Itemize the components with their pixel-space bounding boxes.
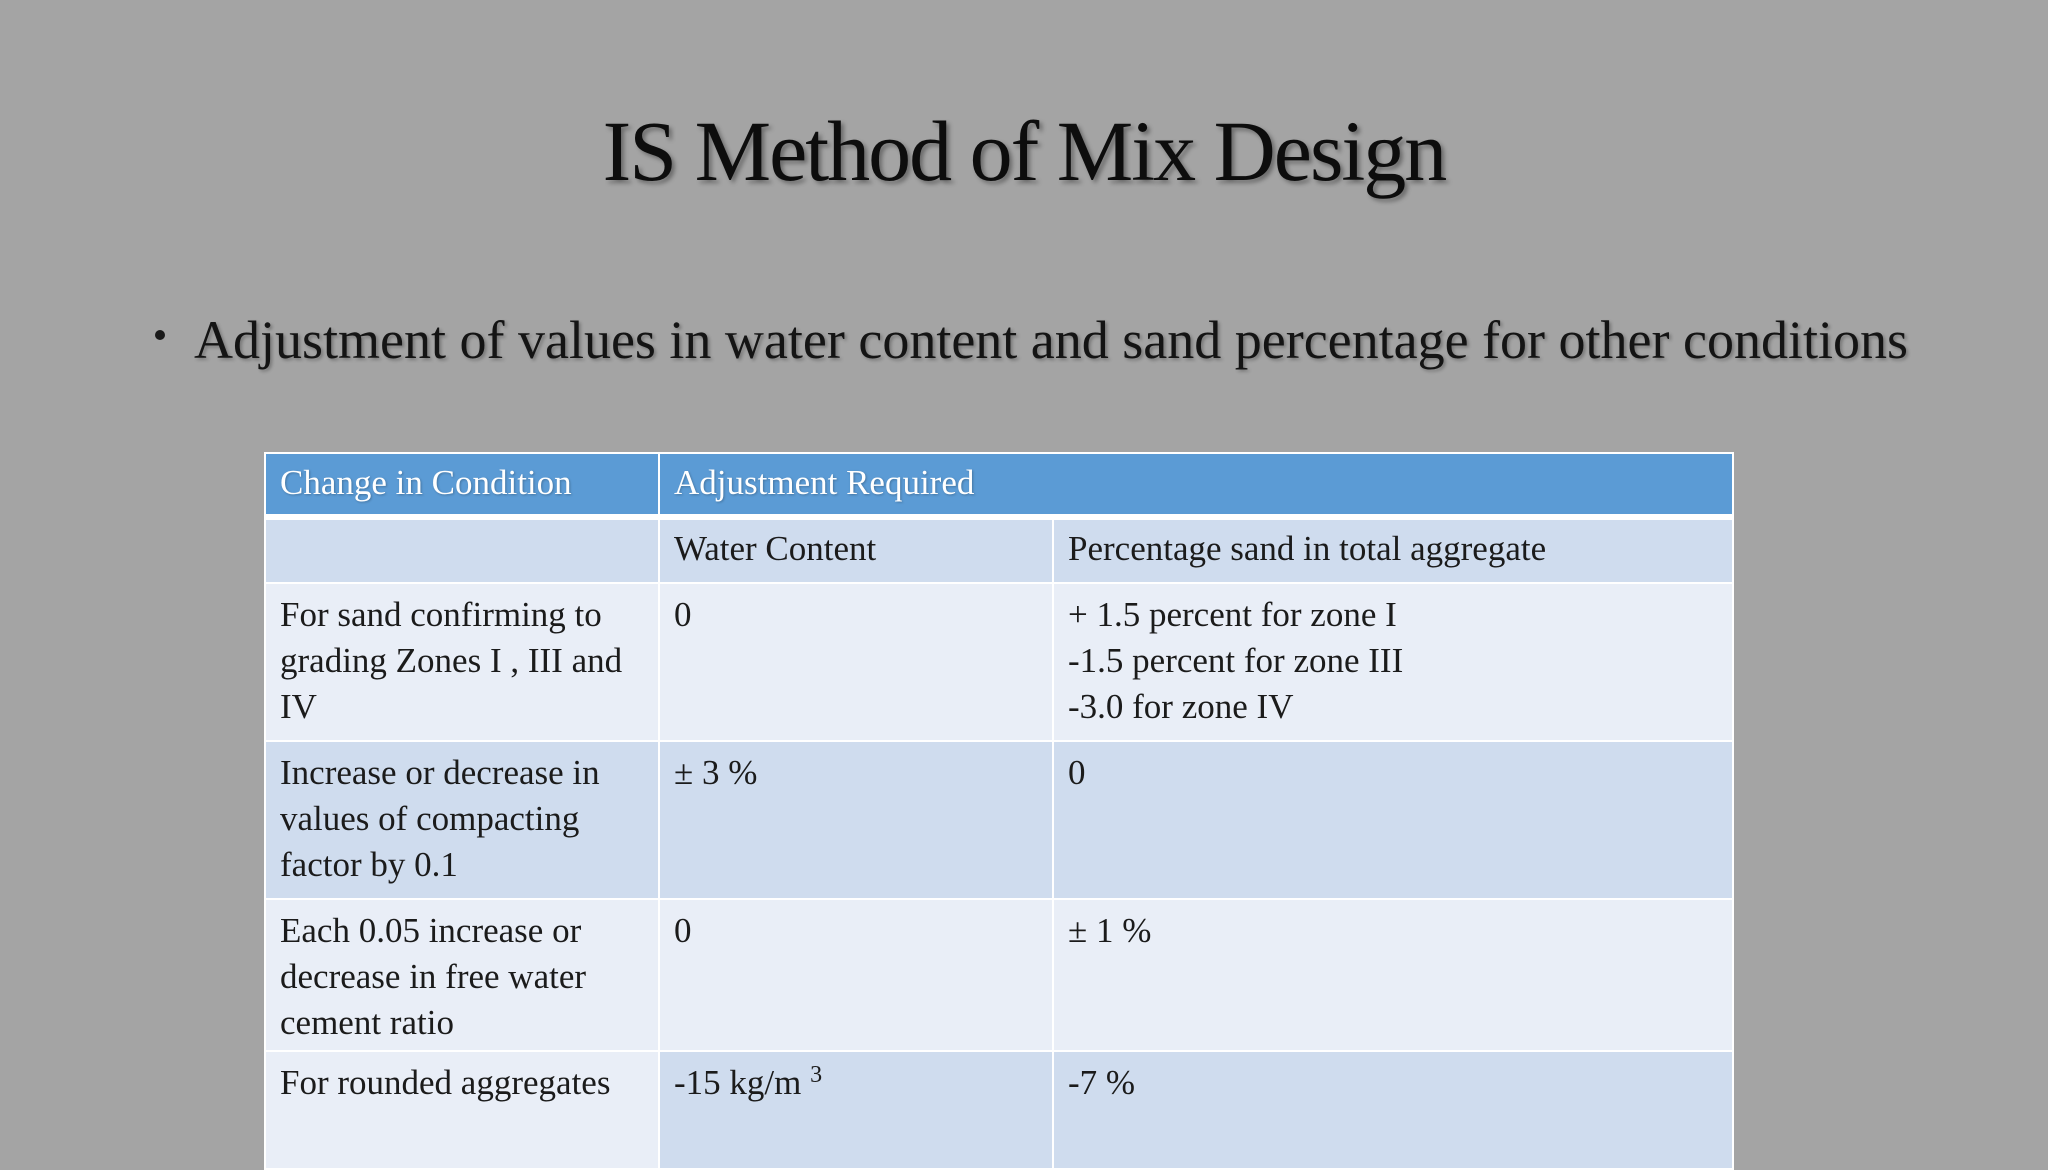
sand-zone-iv-line: -3.0 for zone IV bbox=[1068, 687, 1294, 726]
table-row: For rounded aggregates -15 kg/m 3 -7 % bbox=[264, 1050, 1734, 1170]
sand-percentage-cell: 0 bbox=[1052, 740, 1734, 900]
table-row: For sand confirming to grading Zones I ,… bbox=[264, 582, 1734, 742]
bullet-text: Adjustment of values in water content an… bbox=[194, 310, 1908, 370]
condition-cell: For sand confirming to grading Zones I ,… bbox=[264, 582, 660, 742]
table-row: Increase or decrease in values of compac… bbox=[264, 740, 1734, 900]
subheader-percentage-sand: Percentage sand in total aggregate bbox=[1052, 516, 1734, 584]
condition-cell: For rounded aggregates bbox=[264, 1050, 660, 1170]
subheader-empty-cell bbox=[264, 516, 660, 584]
condition-cell: Each 0.05 increase or decrease in free w… bbox=[264, 898, 660, 1052]
slide-title: IS Method of Mix Design bbox=[602, 103, 1448, 199]
sand-zone-i-line: + 1.5 percent for zone I bbox=[1068, 595, 1397, 634]
water-value: -15 kg/m bbox=[674, 1063, 802, 1102]
cubic-superscript: 3 bbox=[810, 1062, 823, 1088]
water-content-cell: ± 3 % bbox=[658, 740, 1054, 900]
water-content-cell: 0 bbox=[658, 582, 1054, 742]
table-subheader-row: Water Content Percentage sand in total a… bbox=[264, 516, 1734, 584]
sand-percentage-cell: ± 1 % bbox=[1052, 898, 1734, 1052]
table-header-row: Change in Condition Adjustment Required bbox=[264, 452, 1734, 520]
bullet-icon bbox=[155, 330, 165, 340]
table-row: Each 0.05 increase or decrease in free w… bbox=[264, 898, 1734, 1052]
water-content-cell: -15 kg/m 3 bbox=[658, 1050, 1054, 1170]
bullet-point: Adjustment of values in water content an… bbox=[155, 308, 1915, 372]
sand-percentage-cell: + 1.5 percent for zone I -1.5 percent fo… bbox=[1052, 582, 1734, 742]
sand-zone-iii-line: -1.5 percent for zone III bbox=[1068, 641, 1404, 680]
header-change-in-condition: Change in Condition bbox=[264, 452, 660, 520]
condition-cell: Increase or decrease in values of compac… bbox=[264, 740, 660, 900]
subheader-water-content: Water Content bbox=[658, 516, 1054, 584]
header-adjustment-required: Adjustment Required bbox=[658, 452, 1734, 520]
water-content-cell: 0 bbox=[658, 898, 1054, 1052]
adjustment-table: Change in Condition Adjustment Required … bbox=[264, 452, 1734, 1170]
sand-percentage-cell: -7 % bbox=[1052, 1050, 1734, 1170]
